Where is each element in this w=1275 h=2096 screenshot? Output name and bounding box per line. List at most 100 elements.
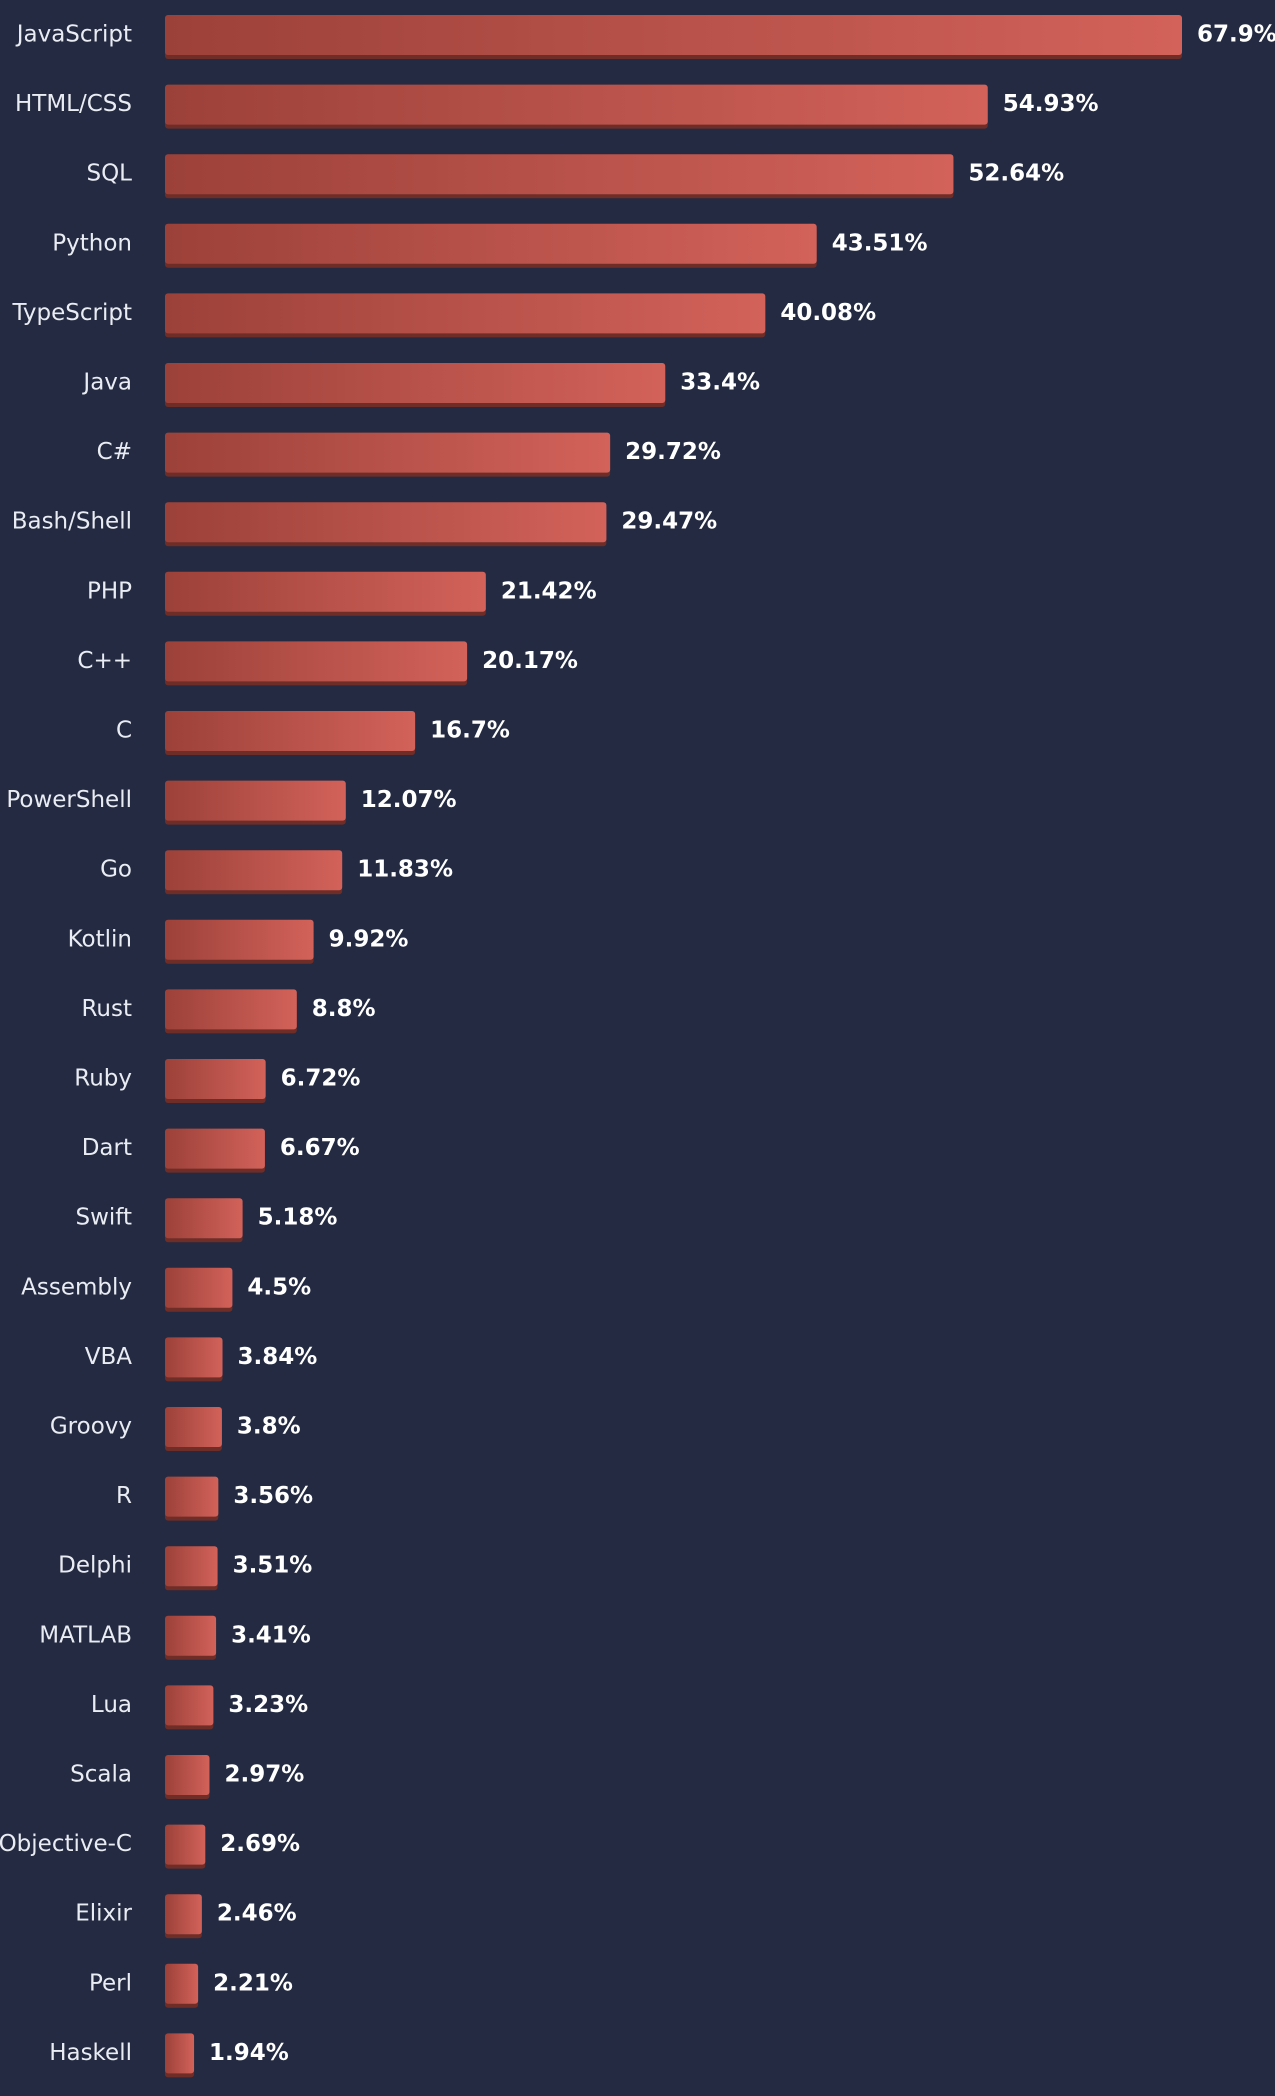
category-label-typescript: TypeScript xyxy=(11,300,132,326)
bar-row-matlab: MATLAB 3.41% xyxy=(39,1615,311,1660)
value-label-elixir: 2.46% xyxy=(217,1901,297,1927)
category-label-matlab: MATLAB xyxy=(39,1622,132,1648)
bar-row-bash-shell: Bash/Shell 29.47% xyxy=(12,502,717,547)
category-label-lua: Lua xyxy=(91,1692,132,1718)
value-label-groovy: 3.8% xyxy=(237,1414,301,1440)
bar-c xyxy=(165,641,468,682)
category-label-go: Go xyxy=(100,857,132,883)
value-label-kotlin: 9.92% xyxy=(329,926,409,952)
bar-row-r: R 3.56% xyxy=(116,1476,313,1521)
bar-matlab xyxy=(165,1615,217,1656)
category-label-elixir: Elixir xyxy=(75,1901,132,1927)
category-label-html-css: HTML/CSS xyxy=(15,91,132,117)
bar-row-swift: Swift 5.18% xyxy=(75,1198,338,1243)
bar-row-c: C 16.7% xyxy=(116,711,510,755)
category-label-bash-shell: Bash/Shell xyxy=(12,509,132,535)
category-label-groovy: Groovy xyxy=(50,1414,132,1440)
bar-scala xyxy=(165,1755,210,1795)
bar-row-powershell: PowerShell 12.07% xyxy=(6,780,457,825)
bar-row-lua: Lua 3.23% xyxy=(91,1685,308,1730)
bar-row-vba: VBA 3.84% xyxy=(85,1337,317,1382)
value-label-c: 29.72% xyxy=(625,439,721,465)
bar-row-c: C++ 20.17% xyxy=(77,641,578,686)
category-label-kotlin: Kotlin xyxy=(68,926,132,952)
value-label-java: 33.4% xyxy=(680,370,760,396)
value-label-objective-c: 2.69% xyxy=(220,1831,300,1857)
bar-row-assembly: Assembly 4.5% xyxy=(21,1267,311,1312)
bar-lua xyxy=(165,1685,214,1726)
bar-row-python: Python 43.51% xyxy=(52,223,928,268)
bar-row-groovy: Groovy 3.8% xyxy=(50,1407,301,1451)
bar-powershell xyxy=(165,780,346,821)
bar-kotlin xyxy=(165,919,314,960)
bar-html-css xyxy=(165,84,988,125)
category-label-javascript: JavaScript xyxy=(15,22,132,48)
bar-row-java: Java 33.4% xyxy=(81,363,760,407)
value-label-r: 3.56% xyxy=(233,1483,313,1509)
value-label-typescript: 40.08% xyxy=(780,300,876,326)
bar-row-sql: SQL 52.64% xyxy=(86,154,1064,199)
value-label-assembly: 4.5% xyxy=(247,1274,311,1300)
category-label-ruby: Ruby xyxy=(74,1066,132,1092)
bar-row-perl: Perl 2.21% xyxy=(89,1963,293,2008)
value-label-ruby: 6.72% xyxy=(281,1066,361,1092)
value-label-haskell: 1.94% xyxy=(209,2040,289,2066)
value-label-perl: 2.21% xyxy=(213,1970,293,1996)
value-label-swift: 5.18% xyxy=(258,1205,338,1231)
category-label-c: C++ xyxy=(77,648,132,674)
category-label-delphi: Delphi xyxy=(58,1553,132,1579)
value-label-php: 21.42% xyxy=(501,578,597,604)
category-label-perl: Perl xyxy=(89,1970,132,1996)
bar-swift xyxy=(165,1198,243,1239)
bar-row-typescript: TypeScript 40.08% xyxy=(11,293,876,338)
bar-sql xyxy=(165,154,954,195)
bar-python xyxy=(165,223,817,264)
bar-php xyxy=(165,571,486,612)
bar-go xyxy=(165,850,343,891)
bar-row-elixir: Elixir 2.46% xyxy=(75,1894,297,1939)
value-label-c: 16.7% xyxy=(430,718,510,744)
bar-perl xyxy=(165,1963,199,2004)
bar-groovy xyxy=(165,1407,222,1447)
bar-dart xyxy=(165,1128,265,1169)
category-label-powershell: PowerShell xyxy=(6,787,132,813)
category-label-sql: SQL xyxy=(86,161,132,187)
bar-javascript xyxy=(165,15,1182,55)
category-label-r: R xyxy=(116,1483,132,1509)
bar-row-ruby: Ruby 6.72% xyxy=(74,1059,360,1103)
bar-row-scala: Scala 2.97% xyxy=(70,1755,304,1799)
value-label-lua: 3.23% xyxy=(228,1692,308,1718)
bar-ruby xyxy=(165,1059,266,1099)
category-label-dart: Dart xyxy=(82,1135,132,1161)
category-label-c: C xyxy=(116,718,132,744)
bar-row-objective-c: Objective-C 2.69% xyxy=(0,1824,300,1869)
bar-objective-c xyxy=(165,1824,206,1865)
value-label-python: 43.51% xyxy=(832,230,928,256)
bars-layer: JavaScript 67.9% HTML/CSS 54.93% SQL 52.64% Py… xyxy=(0,15,1275,2078)
bar-row-c: C# 29.72% xyxy=(97,432,721,477)
bar-haskell xyxy=(165,2033,195,2074)
value-label-c: 20.17% xyxy=(482,648,578,674)
bar-c xyxy=(165,432,611,473)
bar-row-delphi: Delphi 3.51% xyxy=(58,1546,313,1591)
bar-row-dart: Dart 6.67% xyxy=(82,1128,360,1173)
bar-row-javascript: JavaScript 67.9% xyxy=(15,15,1275,59)
value-label-dart: 6.67% xyxy=(280,1135,360,1161)
category-label-java: Java xyxy=(81,370,132,396)
bar-assembly xyxy=(165,1267,233,1308)
bar-row-php: PHP 21.42% xyxy=(87,571,597,616)
bar-c xyxy=(165,711,416,751)
value-label-html-css: 54.93% xyxy=(1003,91,1099,117)
bar-java xyxy=(165,363,666,403)
bar-row-haskell: Haskell 1.94% xyxy=(49,2033,289,2078)
category-label-php: PHP xyxy=(87,578,132,604)
category-label-objective-c: Objective-C xyxy=(0,1831,132,1857)
value-label-sql: 52.64% xyxy=(968,161,1064,187)
value-label-go: 11.83% xyxy=(357,857,453,883)
category-label-vba: VBA xyxy=(85,1344,133,1370)
value-label-rust: 8.8% xyxy=(312,996,376,1022)
bar-row-html-css: HTML/CSS 54.93% xyxy=(15,84,1099,129)
bar-vba xyxy=(165,1337,223,1378)
value-label-delphi: 3.51% xyxy=(233,1553,313,1579)
